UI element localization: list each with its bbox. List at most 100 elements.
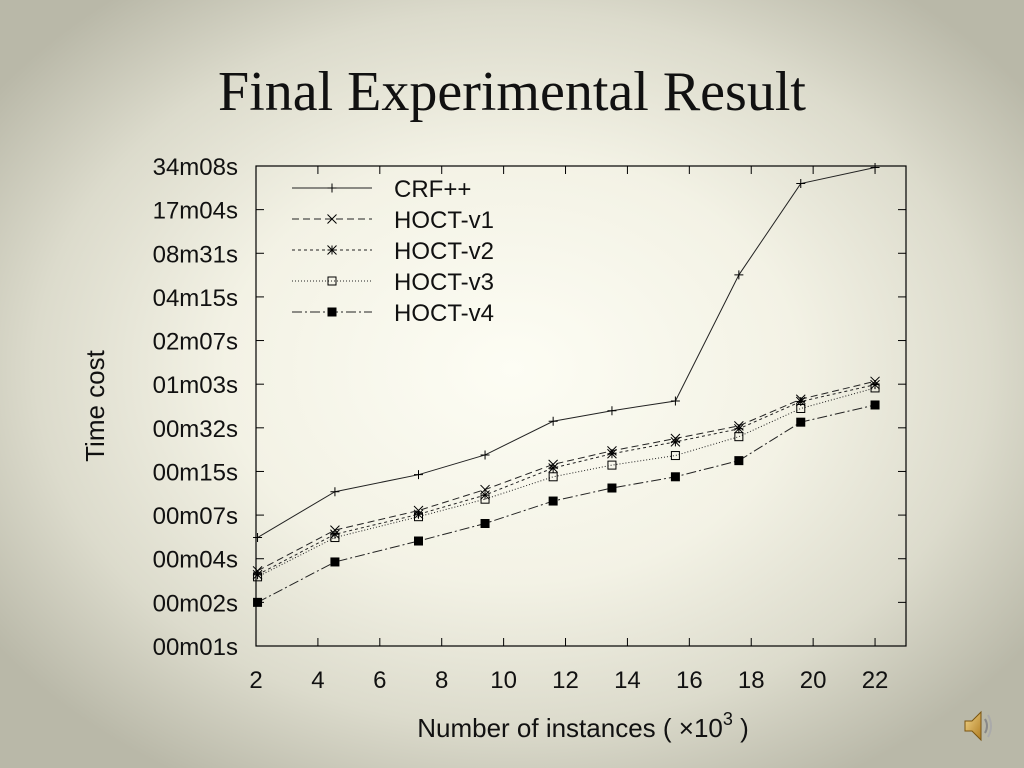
data-point xyxy=(330,487,340,497)
data-point xyxy=(480,518,490,528)
data-point xyxy=(607,460,617,470)
data-point xyxy=(796,417,806,427)
slide-title: Final Experimental Result xyxy=(218,61,806,123)
plot-frame xyxy=(255,165,907,647)
x-tick-label: 6 xyxy=(373,667,386,694)
x-axis-title-superscript: 3 xyxy=(723,709,733,729)
data-point xyxy=(413,509,424,520)
x-axis-title-main: Number of instances ( ×10 xyxy=(417,713,723,743)
series-line xyxy=(257,167,876,538)
x-tick-label: 14 xyxy=(614,667,641,694)
speaker-icon[interactable] xyxy=(962,706,996,746)
y-tick-label: 17m04s xyxy=(153,198,238,225)
data-point xyxy=(327,183,337,193)
series-line xyxy=(257,387,876,578)
data-point xyxy=(607,483,617,493)
data-point xyxy=(548,463,558,473)
data-point xyxy=(414,512,423,522)
data-point xyxy=(670,437,681,447)
y-tick-label: 00m02s xyxy=(153,590,238,617)
data-point xyxy=(670,451,680,461)
data-point xyxy=(330,533,340,543)
legend-label: HOCT-v1 xyxy=(394,207,494,234)
y-tick-label: 00m01s xyxy=(153,634,238,661)
y-tick-label: 00m15s xyxy=(153,459,238,486)
x-tick-label: 20 xyxy=(800,667,827,694)
data-point xyxy=(607,448,617,459)
data-point xyxy=(253,533,263,543)
x-tick-label: 16 xyxy=(676,667,703,694)
series-hoct-v2 xyxy=(252,379,880,580)
data-point xyxy=(734,432,744,442)
x-tick-label: 18 xyxy=(738,667,765,694)
data-point xyxy=(870,162,880,172)
series-hoct-v4 xyxy=(253,400,880,607)
data-point xyxy=(670,472,680,482)
series-line xyxy=(257,380,876,572)
data-point xyxy=(414,536,423,546)
x-tick-label: 22 xyxy=(862,667,889,694)
legend-label: CRF++ xyxy=(394,176,471,203)
y-tick-label: 34m08s xyxy=(153,154,238,181)
legend-item: HOCT-v2 xyxy=(292,238,494,265)
y-tick-label: 01m03s xyxy=(153,372,238,399)
x-axis: 2 4 6 8 10 12 14 16 18 20 22 xyxy=(249,166,888,694)
series-hoct-v3 xyxy=(253,383,880,582)
legend-item: CRF++ xyxy=(292,176,471,203)
legend: CRF++ HOCT-v1 HOCT-v2 HOCT-v3 HOCT-v4 xyxy=(292,176,494,327)
data-point xyxy=(796,179,806,189)
x-tick-label: 4 xyxy=(311,667,324,694)
data-point xyxy=(795,396,806,407)
series-lines xyxy=(252,162,880,607)
y-tick-label: 08m31s xyxy=(153,241,238,268)
y-axis: 00m01s 00m02s 00m04s 00m07s 00m15s 00m32s 01m0… xyxy=(153,154,906,661)
y-tick-label: 00m04s xyxy=(153,547,238,574)
data-point xyxy=(548,496,558,506)
data-point xyxy=(327,214,337,224)
data-point xyxy=(330,557,340,567)
data-point xyxy=(870,379,880,390)
data-point xyxy=(734,423,744,434)
y-tick-label: 00m32s xyxy=(153,416,238,443)
x-tick-label: 10 xyxy=(490,667,517,694)
data-point xyxy=(670,396,680,406)
y-axis-title: Time cost xyxy=(80,349,110,461)
data-point xyxy=(253,597,263,607)
y-tick-label: 02m07s xyxy=(153,329,238,356)
series-hoct-v1 xyxy=(252,376,880,576)
x-axis-title-suffix: ) xyxy=(733,713,749,743)
data-point xyxy=(548,472,558,482)
data-point xyxy=(330,529,340,540)
data-point xyxy=(327,307,337,317)
x-axis-title: Number of instances ( ×103 ) xyxy=(417,709,749,743)
data-point xyxy=(414,470,423,480)
series-line xyxy=(257,384,876,576)
data-point xyxy=(480,494,490,504)
legend-label: HOCT-v4 xyxy=(394,300,494,327)
data-point xyxy=(870,383,880,393)
data-point xyxy=(252,569,263,580)
data-point xyxy=(480,450,490,460)
legend-item: HOCT-v3 xyxy=(292,269,494,296)
data-point xyxy=(327,276,337,286)
x-tick-label: 8 xyxy=(435,667,448,694)
data-point xyxy=(327,245,337,255)
data-point xyxy=(734,270,744,280)
legend-item: HOCT-v4 xyxy=(292,300,494,327)
legend-item: HOCT-v1 xyxy=(292,207,494,234)
x-tick-label: 2 xyxy=(249,667,262,694)
data-point xyxy=(607,406,617,416)
y-tick-label: 00m07s xyxy=(153,503,238,530)
data-point xyxy=(548,416,558,426)
legend-label: HOCT-v3 xyxy=(394,269,494,296)
series-crf- xyxy=(253,162,880,543)
data-point xyxy=(253,572,263,582)
data-point xyxy=(870,400,880,410)
x-tick-label: 12 xyxy=(552,667,579,694)
series-line xyxy=(257,404,876,603)
legend-label: HOCT-v2 xyxy=(394,238,494,265)
data-point xyxy=(796,403,806,413)
y-tick-label: 04m15s xyxy=(153,285,238,312)
data-point xyxy=(734,456,744,466)
